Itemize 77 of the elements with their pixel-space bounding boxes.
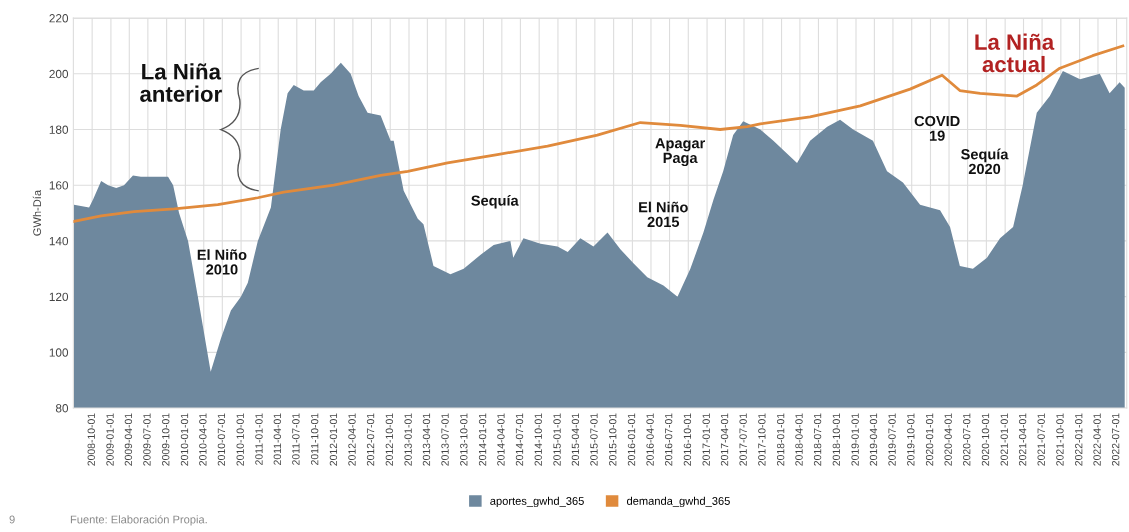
x-tick-label: 2012-01-01 bbox=[329, 413, 338, 466]
x-tick-label: 2021-01-01 bbox=[1000, 413, 1008, 466]
x-tick-label: 2017-01-01 bbox=[702, 413, 710, 466]
x-tick-label: 2016-04-01 bbox=[646, 413, 654, 466]
y-tick-label: 160 bbox=[49, 181, 69, 190]
x-tick-label: 2021-04-01 bbox=[1018, 413, 1027, 466]
x-tick-label: 2018-10-01 bbox=[832, 413, 841, 466]
annotation: Apagar Paga bbox=[655, 138, 706, 166]
x-tick-label: 2011-04-01 bbox=[273, 413, 282, 465]
x-tick-label: 2011-01-01 bbox=[255, 413, 263, 465]
x-tick-label: 2008-10-01 bbox=[87, 413, 95, 466]
x-tick-label: 2022-07-01 bbox=[1111, 413, 1120, 466]
x-tick-label: 2014-10-01 bbox=[534, 413, 542, 466]
x-tick-label: 2015-10-01 bbox=[609, 413, 617, 466]
x-tick-label: 2021-07-01 bbox=[1037, 413, 1045, 466]
x-tick-label: 2011-07-01 bbox=[292, 413, 300, 465]
x-tick-label: 2011-10-01 bbox=[310, 413, 319, 465]
x-tick-label: 2022-01-01 bbox=[1075, 413, 1083, 466]
annotation: Sequía bbox=[471, 194, 519, 209]
x-tick-label: 2022-04-01 bbox=[1093, 413, 1101, 466]
x-tick-label: 2015-07-01 bbox=[590, 413, 598, 466]
x-tick-label: 2019-07-01 bbox=[888, 413, 896, 466]
x-tick-label: 2018-07-01 bbox=[813, 413, 822, 466]
x-tick-label: 2020-07-01 bbox=[963, 413, 971, 466]
x-tick-label: 2019-10-01 bbox=[907, 413, 915, 466]
annotation: La Niña anterior bbox=[140, 63, 222, 102]
x-tick-label: 2016-07-01 bbox=[664, 413, 673, 466]
x-tick-label: 2010-04-01 bbox=[199, 413, 207, 466]
x-tick-label: 2013-07-01 bbox=[441, 413, 449, 466]
annotation: COVID 19 bbox=[914, 115, 960, 141]
x-tick-label: 2014-01-01 bbox=[478, 413, 487, 466]
x-tick-label: 2017-07-01 bbox=[739, 413, 747, 466]
annotation: El Niño 2015 bbox=[639, 201, 688, 228]
x-tick-label: 2009-01-01 bbox=[106, 413, 114, 466]
text: 9 bbox=[9, 515, 15, 524]
x-tick-label: 2015-01-01 bbox=[553, 413, 561, 466]
y-tick-label: 120 bbox=[49, 292, 69, 302]
x-tick-label: 2014-04-01 bbox=[497, 413, 505, 466]
x-tick-label: 2013-10-01 bbox=[460, 413, 468, 466]
x-tick-label: 2017-10-01 bbox=[758, 413, 766, 466]
x-tick-label: 2020-04-01 bbox=[944, 413, 952, 466]
x-tick-label: 2016-01-01 bbox=[627, 413, 636, 466]
x-tick-label: 2010-07-01 bbox=[217, 413, 226, 466]
x-tick-label: 2009-07-01 bbox=[143, 413, 151, 466]
annotation: El Niño 2010 bbox=[197, 249, 247, 275]
x-tick-label: 2013-01-01 bbox=[404, 413, 412, 466]
annotation: La Niña actual bbox=[975, 33, 1055, 73]
x-tick-label: 2012-07-01 bbox=[366, 413, 375, 466]
x-tick-label: 2019-04-01 bbox=[869, 413, 878, 466]
x-tick-label: 2010-01-01 bbox=[180, 413, 189, 466]
x-tick-label: 2016-10-01 bbox=[683, 413, 692, 466]
x-tick-label: 2012-04-01 bbox=[348, 413, 356, 466]
x-tick-label: 2017-04-01 bbox=[720, 413, 729, 466]
x-tick-label: 2018-04-01 bbox=[795, 413, 803, 466]
x-tick-label: 2012-10-01 bbox=[385, 413, 394, 466]
y-tick-label: 80 bbox=[55, 404, 69, 413]
y-tick-label: 180 bbox=[49, 125, 69, 134]
x-tick-label: 2020-01-01 bbox=[925, 413, 934, 466]
legend-label: demanda_gwhd_365 bbox=[627, 496, 730, 508]
y-tick-label: 100 bbox=[49, 348, 69, 357]
y-tick-label: 200 bbox=[49, 69, 69, 79]
x-tick-label: 2009-04-01 bbox=[124, 413, 133, 466]
x-tick-label: 2018-01-01 bbox=[776, 413, 785, 466]
x-tick-label: 2014-07-01 bbox=[515, 413, 524, 466]
x-tick-label: 2013-04-01 bbox=[422, 413, 431, 466]
legend-label: aportes_gwhd_365 bbox=[490, 496, 584, 508]
x-tick-label: 2019-01-01 bbox=[851, 413, 859, 466]
source-note: Fuente: Elaboración Propia. bbox=[70, 515, 207, 526]
x-tick-label: 2020-10-01 bbox=[981, 413, 990, 466]
annotation: Sequía 2020 bbox=[961, 148, 1009, 175]
y-axis-title: GWh-Día bbox=[32, 189, 42, 236]
x-tick-label: 2009-10-01 bbox=[162, 413, 170, 466]
x-tick-label: 2010-10-01 bbox=[236, 413, 244, 466]
y-tick-label: 220 bbox=[49, 14, 69, 23]
x-tick-label: 2015-04-01 bbox=[571, 413, 580, 466]
x-tick-label: 2021-10-01 bbox=[1056, 413, 1064, 466]
y-tick-label: 140 bbox=[49, 236, 69, 246]
